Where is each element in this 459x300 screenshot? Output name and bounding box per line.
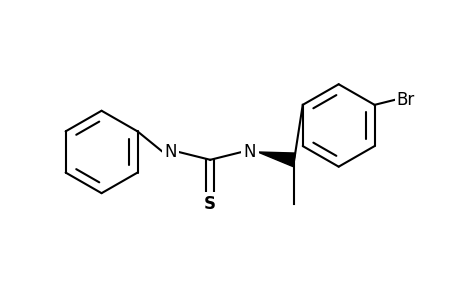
Polygon shape — [257, 152, 295, 166]
Text: Br: Br — [396, 91, 414, 109]
Text: S: S — [204, 195, 216, 213]
Text: N: N — [243, 143, 256, 161]
Text: N: N — [164, 143, 177, 161]
